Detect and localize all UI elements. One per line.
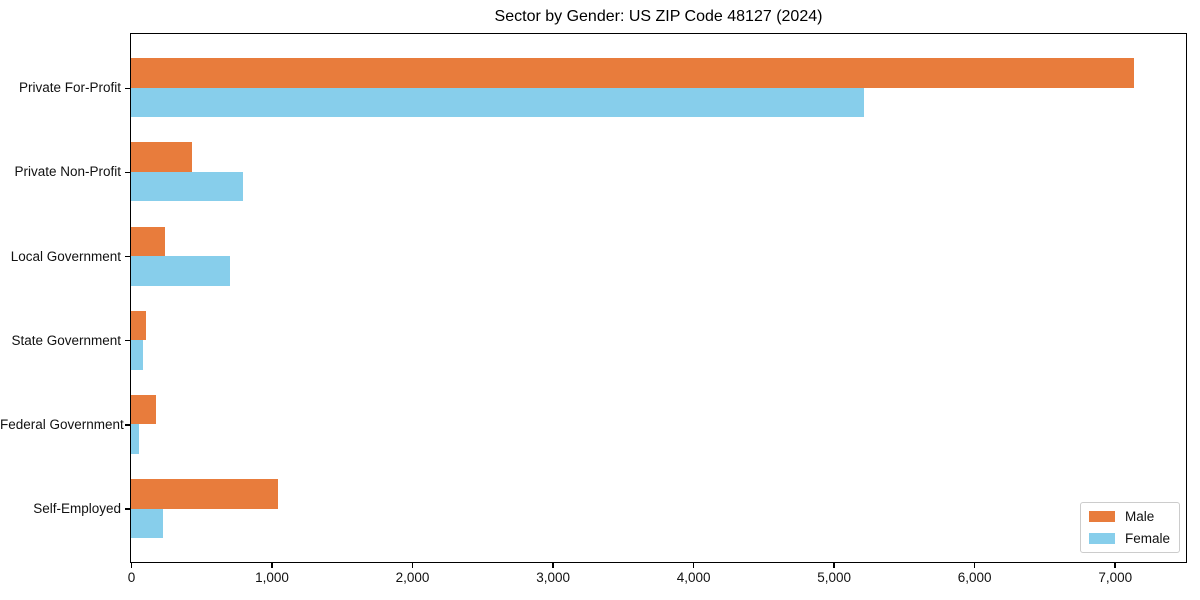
y-tick-label-self-employed: Self-Employed xyxy=(33,501,121,516)
x-tick-label: 4,000 xyxy=(676,570,711,585)
x-tick-label: 3,000 xyxy=(536,570,570,585)
y-tick-label-state-government: State Government xyxy=(11,332,121,348)
x-tick-label: 2,000 xyxy=(395,570,430,585)
bar-female-self-employed xyxy=(131,508,164,538)
bar-female-federal-government xyxy=(131,424,140,454)
legend-entry-male: Male xyxy=(1088,509,1170,524)
bar-female-private-for-profit xyxy=(131,87,864,118)
y-tick-mark xyxy=(125,508,130,510)
legend-entry-female: Female xyxy=(1088,531,1170,546)
chart-title: Sector by Gender: US ZIP Code 48127 (202… xyxy=(494,8,823,25)
y-tick-mark xyxy=(125,255,130,258)
x-tick-label: 6,000 xyxy=(957,570,992,585)
x-tick-mark xyxy=(130,563,133,568)
y-tick-mark xyxy=(125,87,130,90)
y-tick-label-private-for-profit: Private For-Profit xyxy=(18,80,121,96)
y-tick-mark xyxy=(125,424,130,426)
x-tick-mark xyxy=(411,563,414,568)
bar-female-private-non-profit xyxy=(131,171,243,202)
x-tick-mark xyxy=(271,563,273,568)
bar-female-state-government xyxy=(131,340,143,370)
y-tick-mark xyxy=(125,171,130,174)
x-tick-label: 7,000 xyxy=(1098,570,1133,585)
bar-male-private-for-profit xyxy=(131,58,1134,88)
y-tick-label-private-non-profit: Private Non-Profit xyxy=(14,164,121,180)
bar-male-private-non-profit xyxy=(131,142,193,172)
y-tick-label-local-government: Local Government xyxy=(10,248,121,264)
legend-label-female: Female xyxy=(1124,531,1170,546)
x-tick-label: 0 xyxy=(127,570,136,585)
x-tick-label: 1,000 xyxy=(255,570,289,585)
legend-swatch-male-icon xyxy=(1088,511,1115,522)
y-tick-label-federal-government: Federal Government xyxy=(0,416,124,432)
bar-male-federal-government xyxy=(131,394,156,425)
plot-area: Male Female xyxy=(130,33,1187,563)
legend-label-male: Male xyxy=(1124,509,1155,524)
legend-swatch-female-icon xyxy=(1088,533,1115,544)
x-tick-mark xyxy=(552,563,554,568)
x-tick-mark xyxy=(1114,563,1116,568)
bar-male-local-government xyxy=(131,226,165,257)
legend: Male Female xyxy=(1079,502,1180,553)
bar-male-state-government xyxy=(131,310,147,341)
y-tick-mark xyxy=(125,339,130,342)
x-tick-mark xyxy=(692,563,695,568)
bar-male-self-employed xyxy=(131,479,278,509)
x-tick-label: 5,000 xyxy=(817,570,852,585)
x-tick-mark xyxy=(973,563,976,568)
bar-female-local-government xyxy=(131,256,231,286)
x-tick-mark xyxy=(833,563,835,568)
